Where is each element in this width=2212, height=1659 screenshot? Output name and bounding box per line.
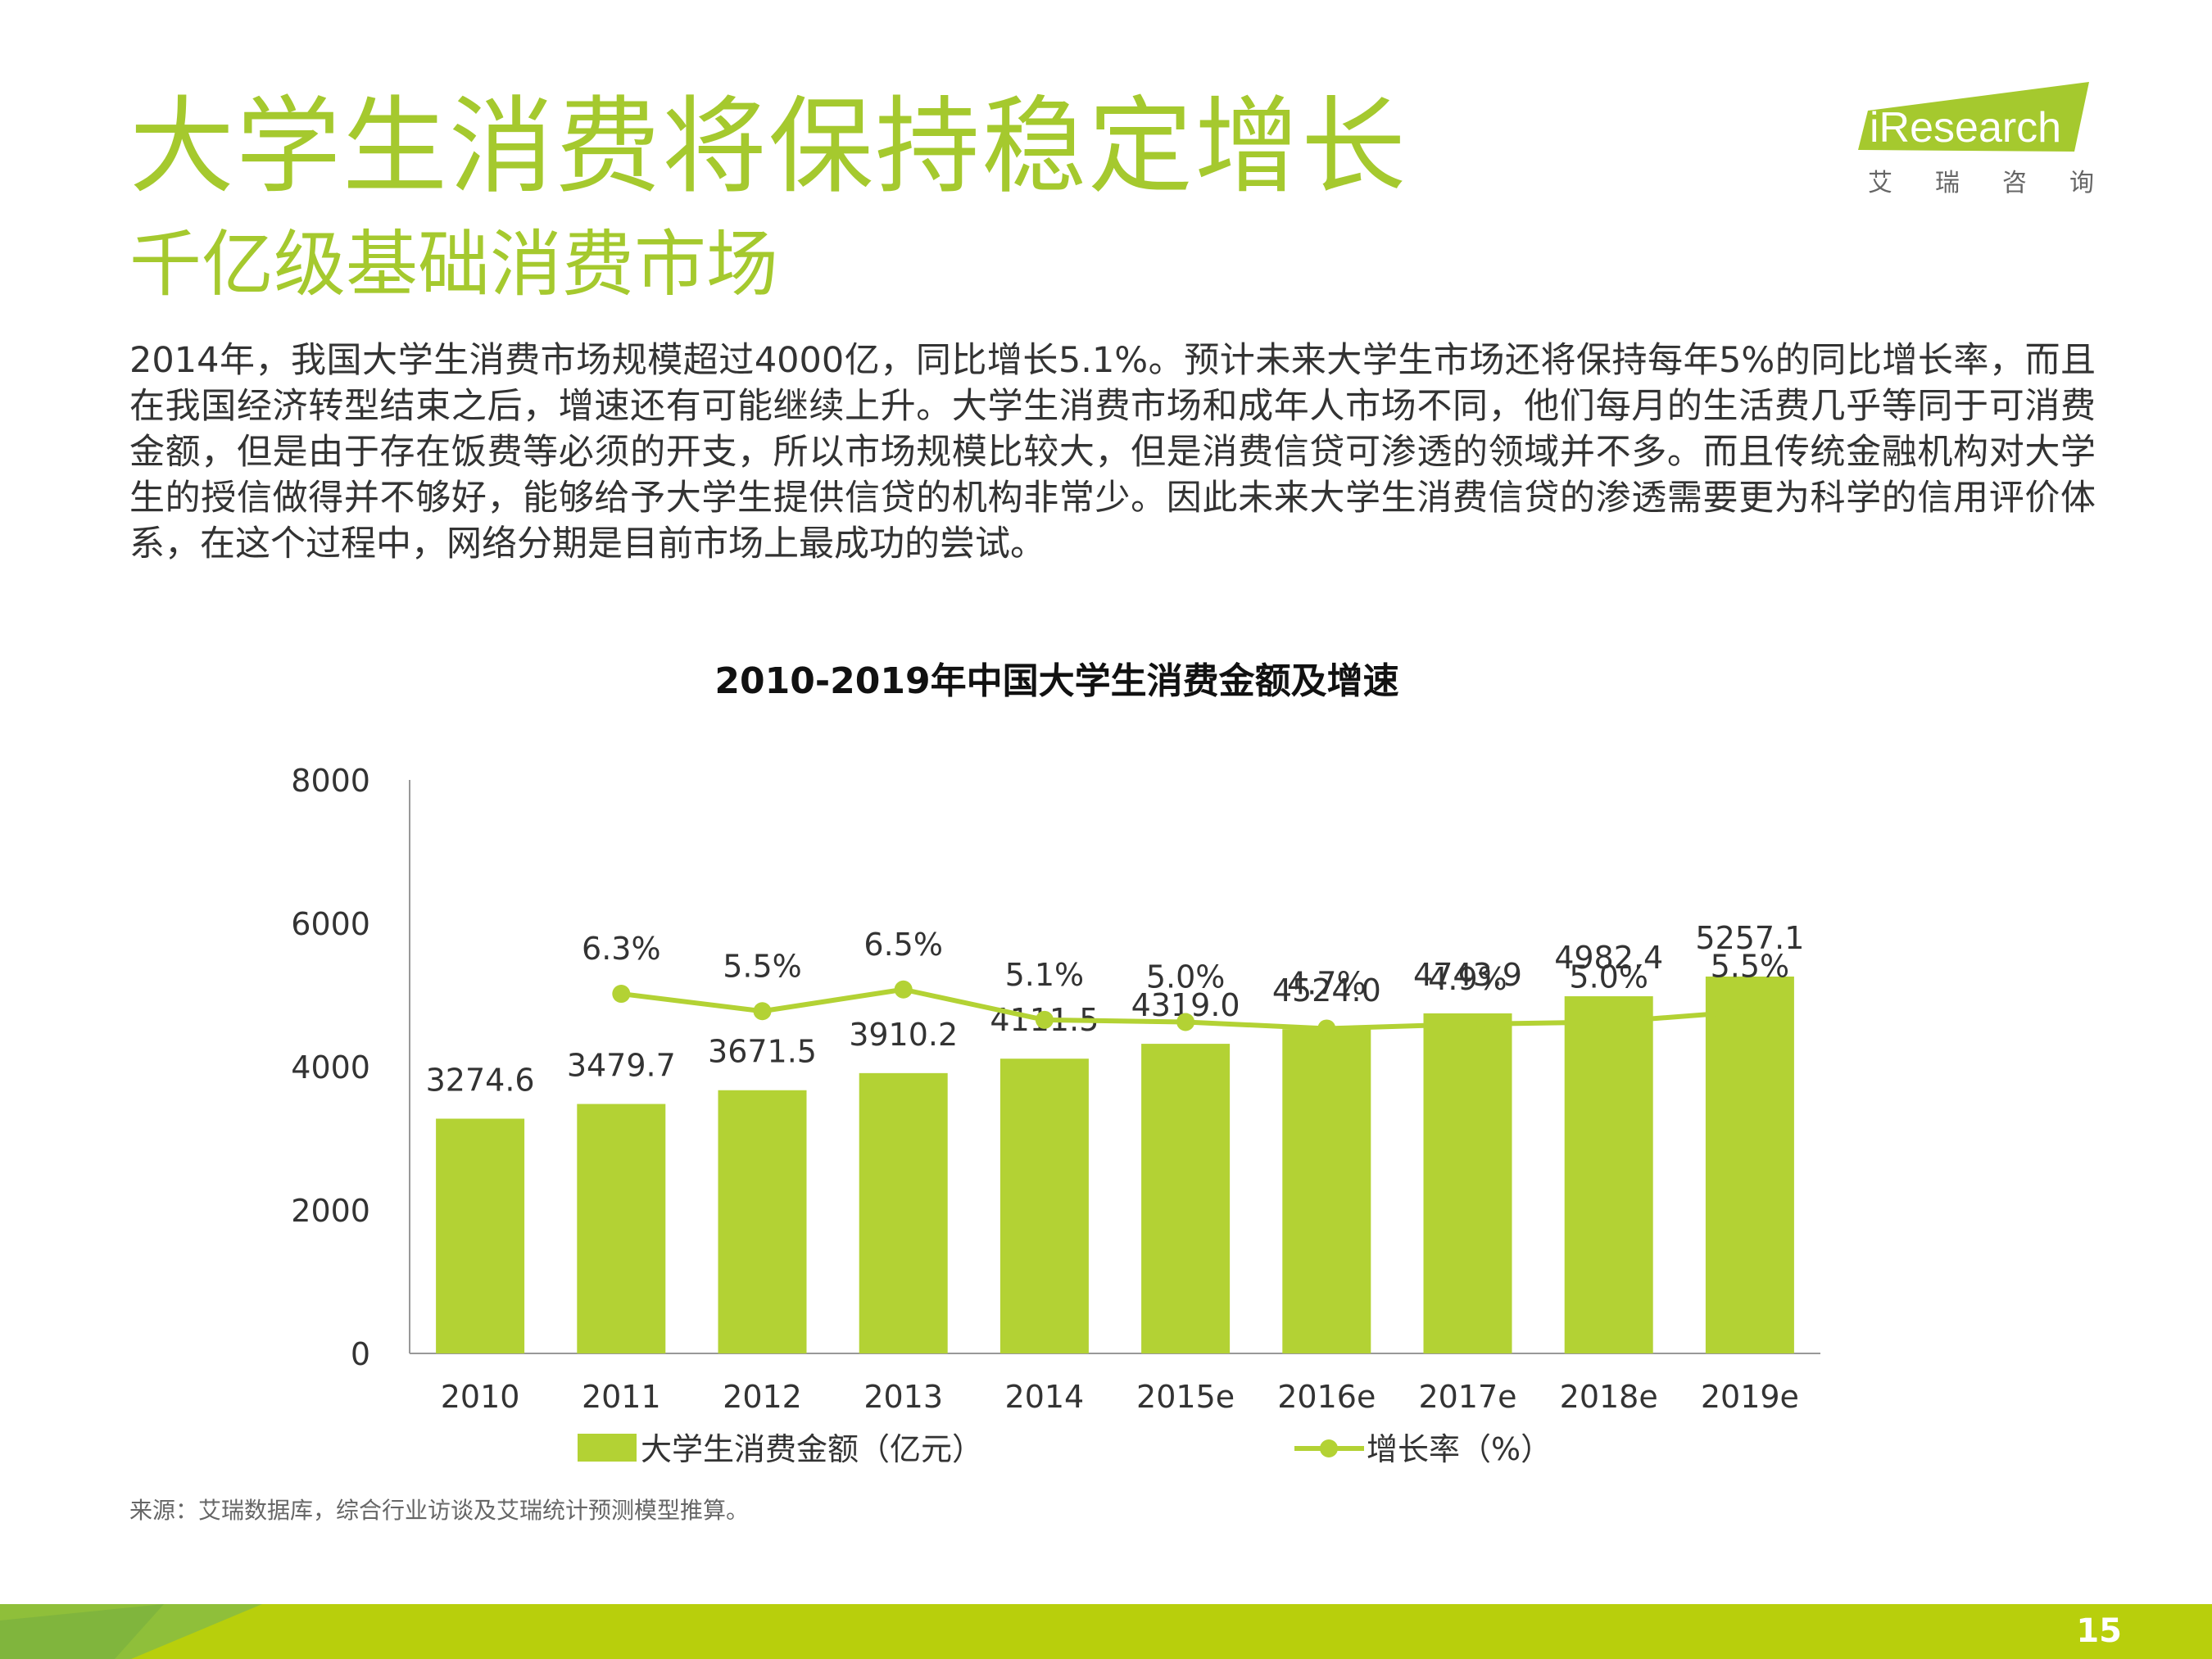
bar [1564,996,1653,1353]
footer-bar [0,1604,2212,1659]
footer-stripe [0,1604,262,1659]
growth-point [612,985,631,1004]
bar-value-label: 4524.0 [1272,972,1381,1009]
bar-value-label: 3479.7 [567,1048,676,1084]
growth-point [753,1002,772,1021]
x-tick-label: 2016e [1277,1379,1376,1415]
chart-title: 2010-2019年中国大学生消费金额及增速 [714,660,1399,702]
source-note: 来源：艾瑞数据库，综合行业访谈及艾瑞统计预测模型推算。 [129,1497,750,1524]
growth-point [894,980,913,999]
growth-value-label: 5.5% [1711,948,1790,984]
legend-bar-swatch [578,1434,637,1462]
growth-value-label: 6.5% [863,927,943,963]
growth-value-label: 5.5% [723,948,802,984]
x-tick-label: 2015e [1136,1379,1235,1415]
y-tick-label: 0 [351,1336,370,1372]
bar [718,1090,807,1353]
growth-value-label: 6.3% [582,931,661,967]
legend-line-label: 增长率（%） [1367,1431,1552,1467]
bar-value-label: 4743.9 [1413,957,1522,993]
y-tick-label: 8000 [291,763,370,799]
legend-line-marker [1320,1439,1338,1457]
growth-point [1599,1013,1618,1031]
bar-line-chart: 0 2000 4000 6000 8000 3274.6 2010 3479.7 2011 367… [291,763,1820,1467]
bar [1282,1029,1371,1353]
growth-point [1176,1013,1195,1031]
bar [999,1058,1089,1353]
x-tick-label: 2014 [1005,1379,1085,1415]
bar-value-label: 3274.6 [426,1062,535,1098]
x-tick-label: 2017e [1418,1379,1516,1415]
bar [859,1072,948,1353]
iresearch-logo: iResearch [1852,78,2097,201]
bar [577,1104,666,1353]
legend-bar-label: 大学生消费金额（亿元） [641,1431,983,1467]
y-tick-label: 6000 [291,906,370,942]
bar [436,1118,525,1353]
bar-value-label: 4982.4 [1554,940,1663,976]
growth-value-label: 5.0% [1569,959,1648,995]
growth-value-label: 5.1% [1005,957,1085,993]
bar-value-label: 3671.5 [708,1034,817,1070]
growth-point [1740,1002,1759,1021]
bar [1705,977,1794,1353]
growth-value-label: 4.7% [1287,965,1367,1001]
y-tick-label: 2000 [291,1193,370,1229]
x-tick-label: 2013 [863,1379,943,1415]
page-subtitle: 千亿级基础消费市场 [129,222,779,306]
x-tick-label: 2011 [582,1379,661,1415]
logo-text: iResearch [1870,104,2061,152]
growth-value-label: 4.9% [1428,961,1507,997]
x-tick-label: 2012 [723,1379,802,1415]
growth-point [1317,1019,1336,1038]
growth-point [1458,1015,1477,1034]
x-tick-label: 2018e [1560,1379,1658,1415]
logo-tagline: 艾瑞咨询 [1868,169,2137,197]
bar-value-label: 3910.2 [849,1017,958,1053]
intro-paragraph: 2014年，我国大学生消费市场规模超过4000亿，同比增长5.1%。预计未来大学… [129,340,2096,564]
y-tick-label: 4000 [291,1049,370,1086]
bar-value-label: 5257.1 [1695,920,1804,956]
x-tick-label: 2019e [1701,1379,1799,1415]
bar [1141,1044,1231,1353]
bar [1423,1013,1512,1353]
x-tick-label: 2010 [441,1379,520,1415]
page-title: 大学生消费将保持稳定增长 [129,86,1408,208]
page-number: 15 [2076,1612,2122,1650]
growth-point [1035,1010,1054,1029]
growth-value-label: 5.0% [1146,959,1226,995]
